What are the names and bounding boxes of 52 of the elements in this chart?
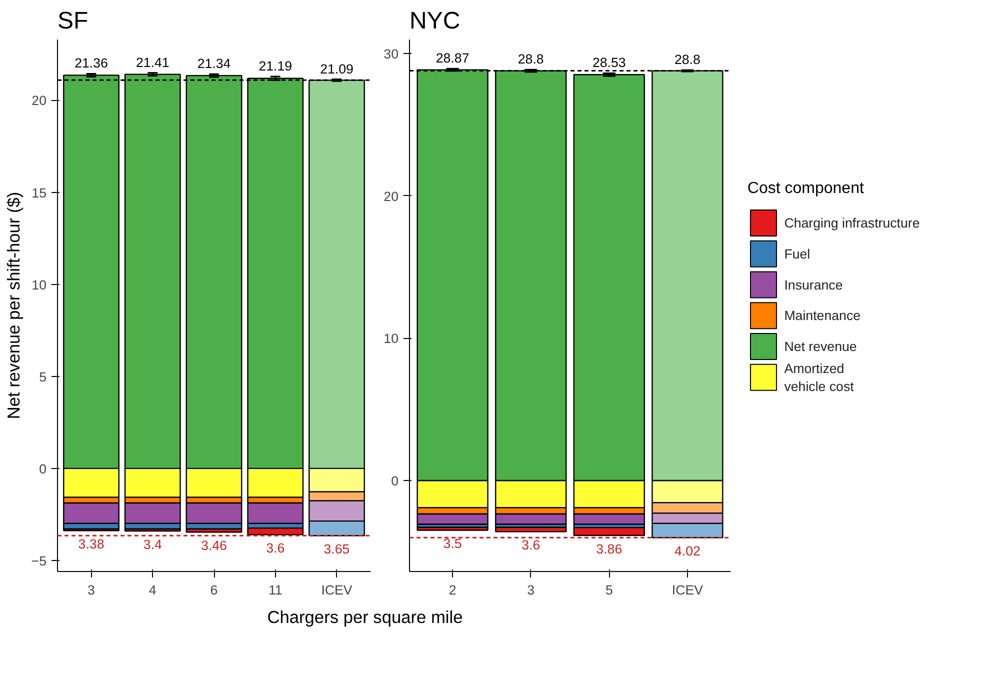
x-tick-label: 11	[268, 582, 282, 598]
data-label: 21.09	[320, 61, 354, 76]
legend-label: Charging infrastructure	[784, 216, 920, 231]
y-tick-label: 15	[32, 185, 47, 200]
x-tick-label: ICEV	[321, 582, 352, 598]
y-tick-label: −5	[31, 553, 47, 568]
y-tick-label: 20	[384, 188, 399, 204]
annotation: 3.65	[324, 542, 350, 557]
x-tick-label: 6	[210, 582, 218, 598]
y-tick-label: 0	[39, 461, 47, 476]
data-label: 28.53	[592, 55, 626, 70]
y-axis-title: Net revenue per shift-hour ($)	[3, 192, 24, 420]
legend-label: Maintenance	[784, 308, 861, 324]
x-axis-title: Chargers per square mile	[267, 606, 463, 629]
annotation: 3.38	[78, 536, 104, 552]
y-tick-label: 30	[384, 46, 399, 62]
legend-label: Net revenue	[784, 338, 857, 354]
y-tick-label: 5	[39, 369, 47, 384]
bar	[247, 527, 304, 536]
data-label: 21.19	[258, 58, 292, 74]
data-label: 28.8	[518, 52, 544, 67]
data-label: 28.87	[436, 50, 470, 66]
y-tick-label: 0	[391, 473, 399, 488]
annotation: 3.5	[443, 536, 462, 552]
data-label: 28.8	[674, 52, 700, 68]
legend-label: Fuel	[784, 246, 810, 262]
chart-title: SF	[58, 8, 88, 34]
annotation: 3.46	[201, 538, 227, 554]
bar	[416, 526, 488, 531]
annotation: 4.02	[674, 544, 700, 559]
annotation: 3.4	[143, 537, 162, 552]
bar	[495, 526, 567, 532]
x-tick-label: 4	[148, 582, 157, 598]
annotation: 3.6	[522, 538, 540, 553]
x-tick-label: ICEV	[672, 582, 704, 598]
x-tick-label: 3	[527, 582, 535, 598]
x-tick-label: 2	[448, 582, 456, 598]
annotation: 3.6	[266, 540, 285, 556]
bar	[573, 526, 645, 536]
y-tick-label: 20	[32, 93, 47, 108]
x-tick-label: 3	[88, 582, 95, 598]
data-label: 21.36	[74, 56, 108, 71]
legend-title: Cost component	[747, 180, 864, 197]
y-tick-label: 10	[384, 331, 399, 346]
legend-label: Amortized vehicle cost	[784, 360, 854, 394]
legend-label: Insurance	[784, 277, 843, 292]
data-label: 21.34	[197, 56, 232, 72]
chart-title: NYC	[410, 8, 460, 34]
annotation: 3.86	[596, 541, 622, 556]
x-tick-label: 5	[605, 582, 613, 598]
data-label: 21.41	[136, 54, 170, 70]
y-tick-label: 10	[32, 277, 47, 292]
